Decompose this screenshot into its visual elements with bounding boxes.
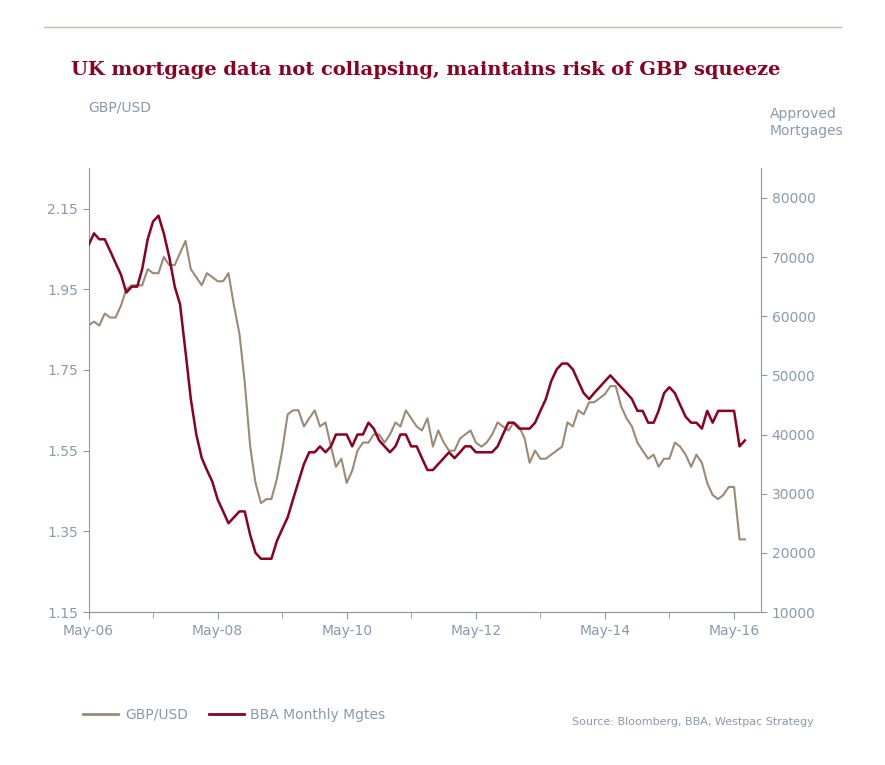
Text: UK mortgage data not collapsing, maintains risk of GBP squeeze: UK mortgage data not collapsing, maintai… (71, 61, 781, 80)
Legend: GBP/USD, BBA Monthly Mgtes: GBP/USD, BBA Monthly Mgtes (78, 702, 391, 728)
Text: Approved
Mortgages: Approved Mortgages (770, 108, 843, 138)
Text: GBP/USD: GBP/USD (88, 101, 151, 115)
Line: GBP/USD: GBP/USD (88, 241, 745, 539)
Line: BBA Monthly Mgtes: BBA Monthly Mgtes (88, 216, 745, 558)
Text: Source: Bloomberg, BBA, Westpac Strategy: Source: Bloomberg, BBA, Westpac Strategy (573, 717, 814, 727)
